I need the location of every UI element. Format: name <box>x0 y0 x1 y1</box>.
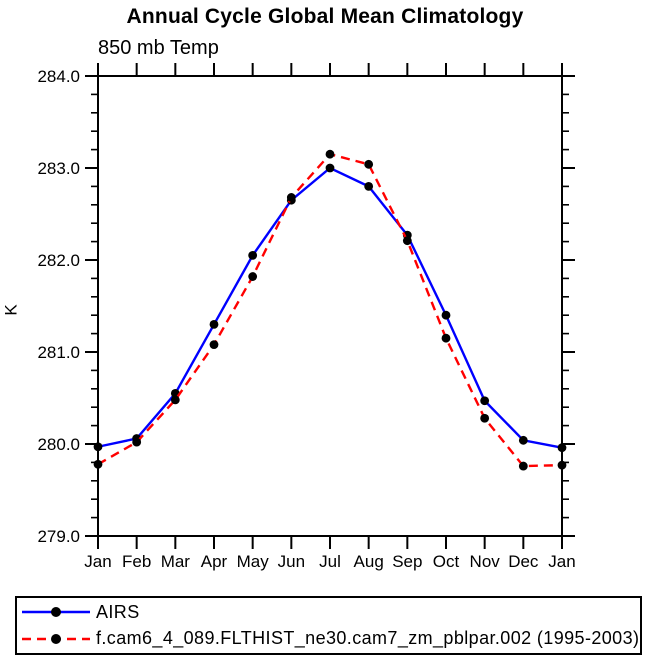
data-point-marker <box>248 272 258 281</box>
x-tick-label: Feb <box>122 552 151 571</box>
data-point-marker <box>286 193 296 202</box>
x-tick-label: Jul <box>319 552 341 571</box>
x-tick-label: Jan <box>548 552 575 571</box>
data-point-marker <box>209 320 219 329</box>
data-point-marker <box>132 437 142 447</box>
data-point-marker <box>325 163 335 173</box>
data-point-marker <box>441 310 451 320</box>
data-point-marker <box>364 182 374 191</box>
y-tick-label: 281.0 <box>37 343 80 362</box>
legend-box: AIRS f.cam6_4_089.FLTHIST_ne30.cam7_zm_p… <box>15 596 642 655</box>
x-tick-label: Oct <box>433 552 460 571</box>
data-point-marker <box>364 159 374 169</box>
data-point-marker <box>402 236 412 246</box>
axis-frame <box>97 75 563 537</box>
x-tick-label: Nov <box>470 552 501 571</box>
x-tick-label: Jun <box>278 552 305 571</box>
x-tick-label: May <box>237 552 270 571</box>
plot-canvas: 279.0 280.0 281.0 282.0 283.0 284.0 Jan Feb Mar… <box>37 63 576 571</box>
x-tick-label: Mar <box>161 552 191 571</box>
data-point-marker <box>518 435 528 445</box>
data-point-marker <box>480 396 490 406</box>
x-tick-label: Sep <box>392 552 422 571</box>
legend-item-model: f.cam6_4_089.FLTHIST_ne30.cam7_zm_pblpar… <box>19 627 640 651</box>
legend-item-airs: AIRS <box>19 600 640 624</box>
data-series <box>93 149 567 471</box>
x-tick-label: Aug <box>354 552 384 571</box>
y-tick-label: 283.0 <box>37 159 80 178</box>
series-line-0 <box>97 166 563 449</box>
x-tick-label: Jan <box>84 552 111 571</box>
legend-label-airs: AIRS <box>96 601 140 622</box>
data-point-marker <box>209 340 219 350</box>
y-axis-ticks: 279.0 280.0 281.0 282.0 283.0 284.0 <box>37 67 575 546</box>
legend-sample-marker <box>51 633 61 644</box>
chart-title: Annual Cycle Global Mean Climatology <box>126 5 524 28</box>
x-tick-label: Dec <box>508 552 539 571</box>
data-point-marker <box>557 460 567 470</box>
data-point-marker <box>93 442 103 452</box>
legend-line-sample-model <box>22 633 90 644</box>
plot-frame <box>97 75 563 537</box>
chart-subtitle: 850 mb Temp <box>98 37 219 59</box>
data-point-marker <box>557 443 567 453</box>
series-line-1 <box>97 152 563 468</box>
data-point-marker <box>170 395 180 405</box>
data-point-marker <box>441 333 451 343</box>
y-tick-label: 284.0 <box>37 67 80 86</box>
legend-sample-marker <box>51 607 61 618</box>
data-point-marker <box>325 149 335 159</box>
y-tick-label: 280.0 <box>37 435 80 454</box>
x-tick-label: Apr <box>201 552 228 571</box>
data-point-marker <box>93 459 103 469</box>
data-point-marker <box>518 461 528 471</box>
x-axis-ticks: Jan Feb Mar Apr May Jun Jul Aug Sep Oct Nov Dec Jan <box>84 63 576 571</box>
y-tick-label: 282.0 <box>37 251 80 270</box>
legend-line-sample-airs <box>22 607 90 618</box>
data-point-marker <box>480 413 490 423</box>
legend-label-model: f.cam6_4_089.FLTHIST_ne30.cam7_zm_pblpar… <box>96 628 640 649</box>
data-point-marker <box>248 251 258 260</box>
y-tick-label: 279.0 <box>37 527 80 546</box>
